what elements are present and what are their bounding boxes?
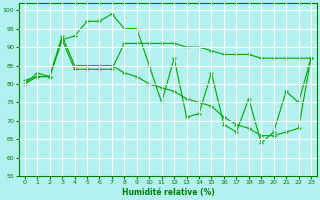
X-axis label: Humidité relative (%): Humidité relative (%) (122, 188, 214, 197)
